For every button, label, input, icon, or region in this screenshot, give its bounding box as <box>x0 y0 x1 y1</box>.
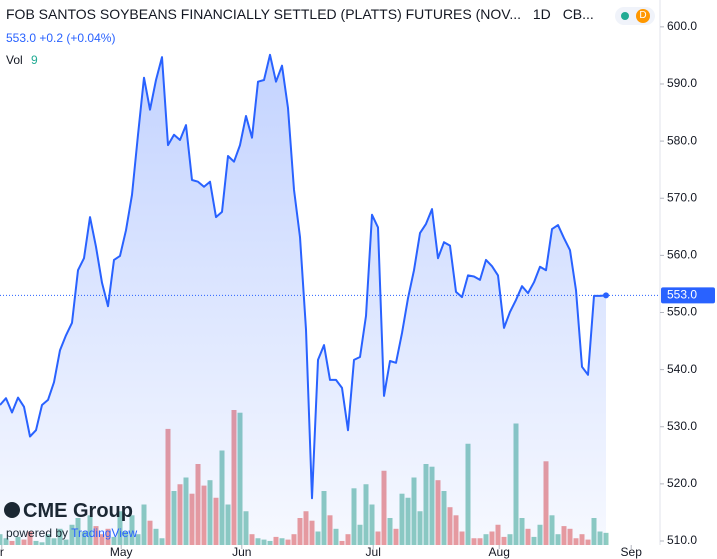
volume-last: 9 <box>31 53 38 67</box>
last-price-label: 553.0 <box>667 288 697 302</box>
y-tick-label: 570.0 <box>667 190 697 204</box>
powered-by-text: powered by <box>6 526 69 540</box>
y-tick-label: 530.0 <box>667 419 697 433</box>
change: +0.2 <box>39 31 64 45</box>
last-price-tag <box>661 287 715 304</box>
x-tick-label: r <box>0 545 4 559</box>
y-tick-label: 580.0 <box>667 133 697 147</box>
volume-row: Vol 9 <box>6 53 38 67</box>
delayed-badge: D <box>636 9 650 23</box>
x-tick-label: May <box>110 545 133 559</box>
axes-layer: 510.0 520.0 530.0 540.0 550.0 560.0 570.0 580.0… <box>0 19 715 559</box>
x-tick-label: Aug <box>489 545 510 559</box>
x-tick-label: Sep <box>621 545 643 559</box>
price-area <box>0 54 606 546</box>
interval: 1D <box>532 6 551 22</box>
y-tick-label: 540.0 <box>667 362 697 376</box>
powered-by: powered by TradingView <box>6 526 137 540</box>
y-tick-label: 560.0 <box>667 248 697 262</box>
exchange: CB... <box>562 6 594 22</box>
symbol-title: FOB SANTOS SOYBEANS FINANCIALLY SETTLED … <box>6 6 521 22</box>
logo: CME Group <box>4 500 133 523</box>
y-tick-label: 520.0 <box>667 476 697 490</box>
y-tick-label: 550.0 <box>667 305 697 319</box>
y-tick-label: 590.0 <box>667 76 697 90</box>
y-tick-label: 510.0 <box>667 533 697 547</box>
status-badges[interactable]: D <box>615 7 655 25</box>
logo-text: CME Group <box>23 500 133 522</box>
powered-brand: TradingView <box>71 526 138 540</box>
change-pct: (+0.04%) <box>66 31 116 45</box>
price-row: 553.0 +0.2 (+0.04%) <box>6 31 115 45</box>
plot-layer <box>0 53 660 546</box>
last-price: 553.0 <box>6 31 37 45</box>
y-tick-label: 600.0 <box>667 19 697 33</box>
header-title-row: FOB SANTOS SOYBEANS FINANCIALLY SETTLED … <box>6 6 594 22</box>
x-tick-label: Jul <box>366 545 381 559</box>
last-point <box>603 292 609 299</box>
x-tick-label: Jun <box>232 545 251 559</box>
volume-label: Vol <box>6 53 23 67</box>
market-open-dot <box>621 12 629 20</box>
price-line <box>0 53 607 500</box>
